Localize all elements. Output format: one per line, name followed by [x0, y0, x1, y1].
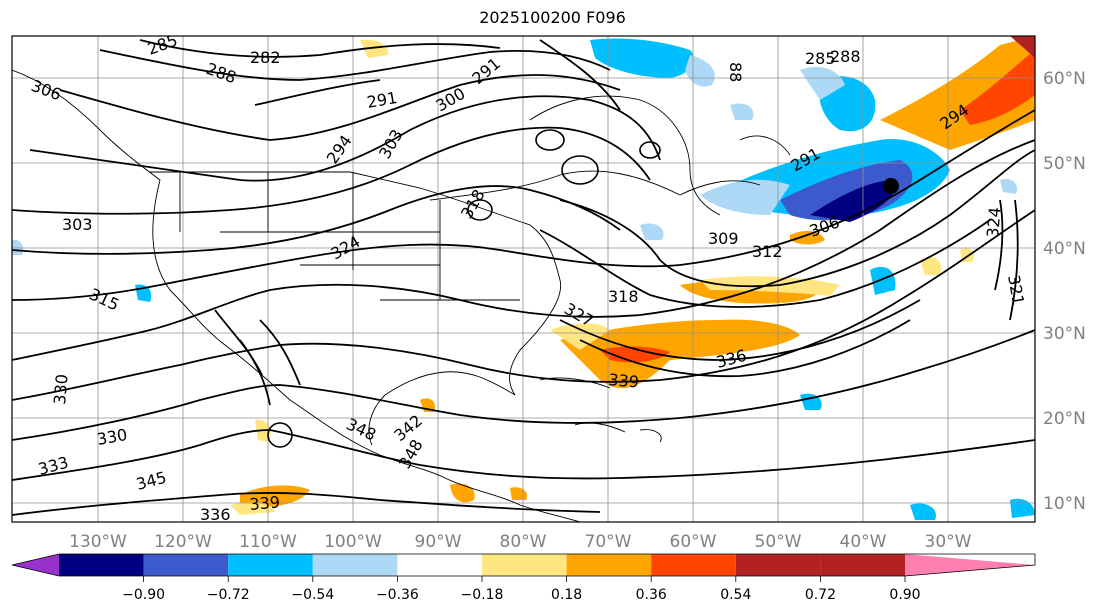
colorbar-segment — [566, 554, 652, 576]
lat-label: 50°N — [1043, 154, 1086, 174]
contour-label: 309 — [708, 229, 739, 248]
latitude-axis: 60°N 50°N 40°N 30°N 20°N 10°N — [1043, 69, 1086, 514]
contour-label: 339 — [608, 370, 640, 392]
height-contours — [12, 39, 1035, 516]
colorbar-tick-label: 0.72 — [805, 587, 836, 603]
colorbar-segment — [482, 554, 567, 576]
contour-label: 303 — [62, 215, 93, 234]
contour-label: 324 — [983, 206, 1005, 238]
contour-label: 282 — [250, 48, 281, 67]
contour-label: 339 — [249, 492, 281, 514]
lon-label: 110°W — [239, 532, 297, 552]
colorbar-extend-low — [12, 554, 59, 576]
colorbar-extend-high — [905, 554, 1035, 576]
colorbar-tick-label: −0.36 — [376, 587, 419, 603]
lon-label: 80°W — [500, 532, 547, 552]
lat-label: 40°N — [1043, 239, 1086, 259]
lat-label: 10°N — [1043, 494, 1086, 514]
contour-label: 336 — [200, 505, 231, 524]
colorbar-tick-label: 0.18 — [551, 587, 582, 603]
lat-label: 60°N — [1043, 69, 1086, 89]
lon-label: 40°W — [840, 532, 887, 552]
colorbar-tick-label: 0.90 — [889, 587, 920, 603]
colorbar-tick-label: −0.90 — [122, 587, 165, 603]
map-frame — [11, 35, 1036, 523]
contour-label: 285 — [805, 49, 836, 68]
low-center-marker — [883, 178, 899, 194]
lon-label: 50°W — [755, 532, 802, 552]
colorbar-tick-label: 0.54 — [720, 587, 751, 603]
colorbar-tick-label: −0.54 — [291, 587, 334, 603]
contour-label: 288 — [830, 47, 861, 66]
lon-label: 100°W — [324, 532, 382, 552]
lat-label: 30°N — [1043, 324, 1086, 344]
colorbar-segment — [735, 554, 821, 576]
colorbar-segment — [228, 554, 313, 576]
lon-label: 130°W — [69, 532, 127, 552]
colorbar-segment — [651, 554, 736, 576]
contour-label: 330 — [50, 373, 72, 405]
lon-label: 120°W — [154, 532, 212, 552]
colorbar: −0.90 −0.72 −0.54 −0.36 −0.18 0.18 0.36 … — [11, 553, 1036, 603]
longitude-axis: 130°W 120°W 110°W 100°W 90°W 80°W 70°W 6… — [69, 532, 972, 552]
contour-label: 312 — [752, 242, 783, 261]
colorbar-segment — [397, 554, 482, 576]
map-title: 2025100200 F096 — [479, 8, 626, 27]
shading-layer — [12, 36, 1035, 520]
colorbar-segment — [820, 554, 905, 576]
colorbar-segment — [143, 554, 229, 576]
colorbar-segment — [59, 554, 144, 576]
colorbar-tick-label: −0.72 — [207, 587, 250, 603]
colorbar-tick-label: −0.18 — [461, 587, 504, 603]
contour-label: 88 — [726, 62, 745, 82]
lon-label: 60°W — [670, 532, 717, 552]
graticule — [12, 36, 1035, 522]
contour-label: 318 — [608, 287, 639, 306]
closed-contours — [267, 129, 661, 448]
lon-label: 90°W — [415, 532, 462, 552]
lon-label: 70°W — [585, 532, 632, 552]
colorbar-tick-label: 0.36 — [636, 587, 667, 603]
colorbar-segment — [312, 554, 398, 576]
lon-label: 30°W — [925, 532, 972, 552]
lat-label: 20°N — [1043, 409, 1086, 429]
colorbar-outline — [11, 553, 1036, 577]
